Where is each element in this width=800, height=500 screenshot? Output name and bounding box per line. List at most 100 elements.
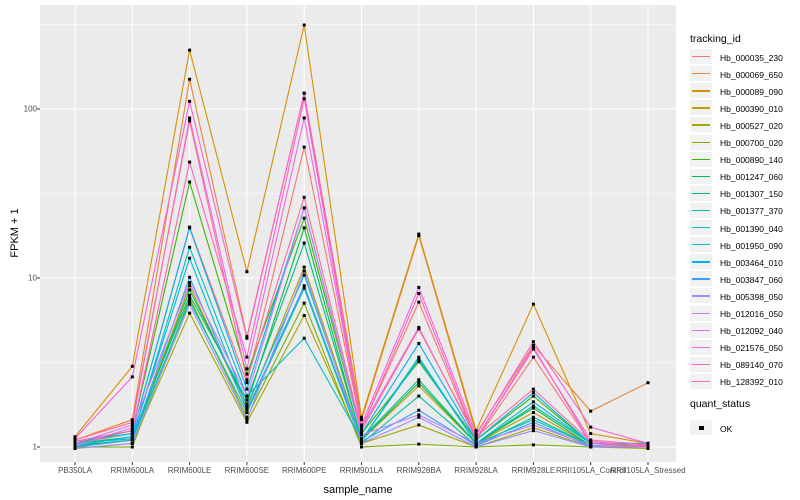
data-point bbox=[130, 375, 134, 379]
data-point bbox=[302, 286, 306, 290]
legend-line-icon bbox=[692, 346, 710, 349]
data-point bbox=[417, 327, 421, 331]
data-point bbox=[531, 387, 535, 391]
legend-key-Hb_005398_050 bbox=[690, 288, 712, 304]
data-point bbox=[188, 245, 192, 249]
data-point bbox=[73, 446, 77, 450]
legend-line-icon bbox=[692, 295, 710, 297]
quant-status-label: OK bbox=[720, 424, 733, 434]
data-point bbox=[589, 425, 593, 429]
legend-label: Hb_000700_020 bbox=[720, 138, 783, 148]
legend-label: Hb_000035_230 bbox=[720, 52, 783, 63]
data-point bbox=[188, 180, 192, 184]
data-point bbox=[474, 435, 478, 439]
legend-key-Hb_012016_050 bbox=[690, 305, 712, 321]
data-point bbox=[531, 418, 535, 422]
x-tick-label: RRIM600LE bbox=[167, 466, 212, 475]
data-point bbox=[417, 360, 421, 364]
x-tick-label: RRII105LA_Stressed bbox=[610, 466, 686, 475]
data-point bbox=[245, 415, 249, 419]
legend-line-icon bbox=[692, 261, 710, 263]
data-point bbox=[302, 216, 306, 220]
data-point bbox=[417, 355, 421, 359]
legend-key-Hb_000390_010 bbox=[690, 100, 712, 116]
data-point bbox=[245, 418, 249, 422]
data-point bbox=[589, 444, 593, 448]
square-point-icon bbox=[699, 425, 704, 430]
data-point bbox=[531, 391, 535, 395]
x-tick-label: RRIM600SE bbox=[224, 466, 270, 475]
data-point bbox=[130, 441, 134, 445]
data-point bbox=[531, 345, 535, 349]
data-point bbox=[188, 256, 192, 260]
data-point bbox=[417, 423, 421, 427]
x-tick-label: RRIM600PE bbox=[281, 466, 327, 475]
data-point bbox=[188, 226, 192, 230]
data-point bbox=[188, 119, 192, 123]
legend-key-Hb_000890_140 bbox=[690, 151, 712, 167]
legend-key-Hb_089140_070 bbox=[690, 356, 712, 372]
data-point bbox=[245, 378, 249, 382]
legend-line-icon bbox=[692, 278, 710, 280]
data-point bbox=[531, 347, 535, 351]
data-point bbox=[417, 415, 421, 419]
data-point bbox=[417, 291, 421, 295]
legend-line-icon bbox=[692, 312, 710, 314]
data-point bbox=[188, 116, 192, 120]
data-point bbox=[302, 284, 306, 288]
data-point bbox=[417, 232, 421, 236]
data-point bbox=[245, 336, 249, 340]
legend-label: Hb_003847_060 bbox=[720, 274, 783, 285]
data-point bbox=[302, 23, 306, 27]
data-point bbox=[188, 48, 192, 52]
data-point bbox=[360, 439, 363, 443]
x-axis-title: sample_name bbox=[323, 484, 393, 496]
data-point bbox=[73, 441, 77, 445]
data-point bbox=[360, 433, 363, 437]
data-point bbox=[474, 437, 478, 441]
data-point bbox=[531, 394, 535, 398]
data-point bbox=[245, 398, 249, 402]
data-point bbox=[531, 406, 535, 410]
data-point bbox=[130, 364, 134, 368]
legend-key-Hb_000527_020 bbox=[690, 117, 712, 133]
data-point bbox=[474, 441, 478, 445]
legend-label: Hb_001950_090 bbox=[720, 240, 783, 251]
legend-key-Hb_001390_040 bbox=[690, 220, 712, 235]
data-point bbox=[130, 432, 134, 436]
x-tick-label: RRIM928LA bbox=[454, 466, 498, 475]
data-point bbox=[245, 355, 249, 359]
x-tick-label: RRIM928BA bbox=[396, 466, 442, 475]
legend-label: Hb_003464_010 bbox=[720, 257, 783, 268]
data-point bbox=[130, 426, 134, 430]
x-tick-label: RRIM928LE bbox=[511, 466, 556, 475]
data-point bbox=[646, 445, 650, 449]
data-point bbox=[531, 400, 535, 404]
data-point bbox=[360, 418, 363, 422]
data-point bbox=[245, 270, 249, 274]
data-point bbox=[302, 91, 306, 95]
legend-label: Hb_000089_090 bbox=[720, 86, 783, 97]
data-point bbox=[531, 355, 535, 359]
legend-key-Hb_003847_060 bbox=[690, 271, 712, 287]
data-point bbox=[302, 273, 306, 277]
legend-line-icon bbox=[692, 244, 710, 246]
legend-line-icon bbox=[692, 227, 710, 229]
data-point bbox=[245, 394, 249, 398]
legend-key-Hb_001950_090 bbox=[690, 237, 712, 253]
data-point bbox=[417, 378, 421, 382]
data-point bbox=[245, 335, 249, 339]
data-point bbox=[531, 415, 535, 419]
legend-line-icon bbox=[692, 90, 710, 92]
data-point bbox=[130, 418, 134, 422]
data-point bbox=[417, 384, 421, 388]
data-point bbox=[360, 429, 363, 433]
legend-label: Hb_001377_370 bbox=[720, 206, 783, 217]
y-tick-label: 10 bbox=[28, 273, 37, 283]
data-point bbox=[417, 341, 421, 345]
data-point bbox=[188, 299, 192, 303]
data-point bbox=[531, 404, 535, 408]
legend-line-icon bbox=[692, 141, 710, 143]
data-point bbox=[474, 445, 478, 449]
y-axis-title: FPKM + 1 bbox=[9, 208, 21, 258]
